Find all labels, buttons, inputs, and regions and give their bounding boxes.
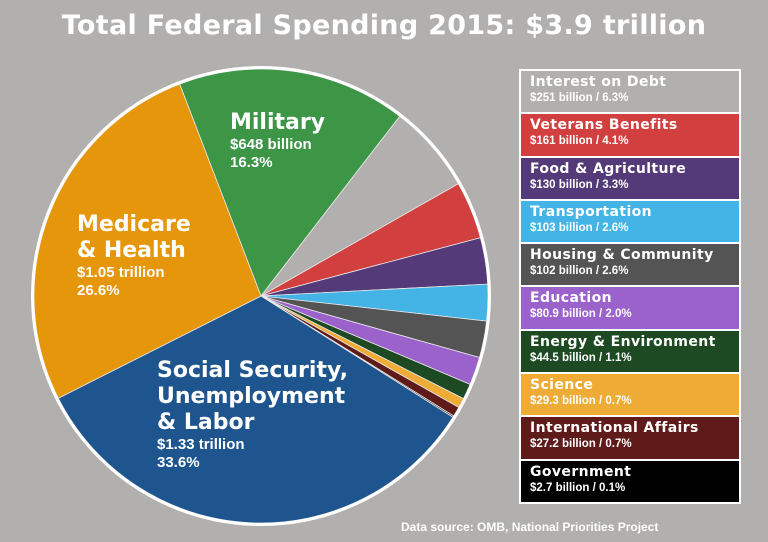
legend-detail: $27.2 billion / 0.7% — [530, 438, 632, 451]
data-source: Data source: OMB, National Priorities Pr… — [401, 520, 659, 534]
legend-detail: $103 billion / 2.6% — [530, 221, 629, 234]
legend-name: Science — [530, 377, 594, 394]
label-name: Medicare — [77, 212, 191, 237]
legend-name: Education — [530, 290, 612, 307]
legend-item: Education $80.9 billion / 2.0% — [521, 287, 739, 329]
legend-name: Energy & Environment — [530, 333, 716, 350]
legend-item: Transportation $103 billion / 2.6% — [521, 200, 739, 243]
legend: Interest on Debt $251 billion / 6.3% Veter… — [519, 69, 741, 504]
legend-name: Housing & Community — [530, 247, 714, 264]
label-amount: $1.05 trillion — [77, 263, 165, 281]
legend-detail: $102 billion / 2.6% — [530, 265, 629, 278]
pie-outline — [31, 66, 491, 526]
legend-item: Veterans Benefits $161 billion / 4.1% — [521, 114, 739, 156]
legend-item: Energy & Environment $44.5 billion / 1.1% — [521, 330, 739, 373]
legend-detail: $130 billion / 3.3% — [530, 178, 629, 191]
legend-detail: $2.7 billion / 0.1% — [530, 481, 626, 494]
legend-detail: $44.5 billion / 1.1% — [530, 351, 632, 364]
label-amount: $648 billion — [230, 135, 312, 153]
label-name: Social Security, — [157, 358, 348, 383]
legend-item: Government $2.7 billion / 0.1% — [521, 460, 739, 502]
label-name: & Health — [77, 237, 186, 263]
label-name: Military — [230, 110, 326, 135]
pie-slice-social-security-unemployment-labor — [57, 295, 454, 524]
label-amount: $1.33 trillion — [157, 435, 245, 453]
legend-name: International Affairs — [530, 420, 699, 437]
chart-title: Total Federal Spending 2015: $3.9 trilli… — [61, 10, 707, 41]
legend-detail: $80.9 billion / 2.0% — [530, 308, 632, 321]
legend-name: Food & Agriculture — [530, 160, 687, 177]
legend-name: Government — [530, 463, 632, 480]
legend-detail: $251 billion / 6.3% — [530, 92, 629, 104]
legend-item: Food & Agriculture $130 billion / 3.3% — [521, 157, 739, 199]
legend-name: Transportation — [530, 203, 653, 220]
pie-slice-medicare-health — [33, 83, 262, 399]
label-percent: 16.3% — [230, 153, 273, 171]
legend-detail: $161 billion / 4.1% — [530, 135, 629, 148]
label-social-security: Social Security, Unemployment & Labor $1… — [157, 358, 348, 471]
pie-slice-military — [179, 68, 401, 297]
legend-detail: $29.3 billion / 0.7% — [530, 395, 632, 408]
label-name: & Labor — [157, 409, 255, 435]
label-percent: 26.6% — [77, 281, 120, 299]
label-name: Unemployment — [157, 383, 346, 409]
legend-item: International Affairs $27.2 billion / 0.7… — [521, 417, 739, 459]
label-medicare: Medicare & Health $1.05 trillion 26.6% — [77, 212, 191, 299]
legend-name: Interest on Debt — [530, 74, 667, 90]
legend-item: Interest on Debt $251 billion / 6.3% — [521, 71, 739, 113]
legend-item: Housing & Community $102 billion / 2.6% — [521, 244, 739, 286]
label-percent: 33.6% — [157, 453, 200, 471]
legend-item: Science $29.3 billion / 0.7% — [521, 374, 739, 416]
label-military: Military $648 billion 16.3% — [230, 110, 325, 171]
legend-name: Veterans Benefits — [530, 117, 678, 134]
